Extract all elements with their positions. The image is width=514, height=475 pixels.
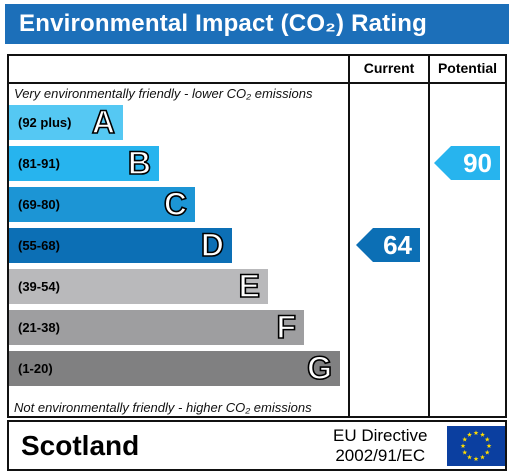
eu-star <box>486 443 492 449</box>
chart-title: Environmental Impact (CO₂) Rating <box>19 10 427 37</box>
band-f: (21-38) F <box>9 308 304 346</box>
eu-directive-line1: EU Directive <box>333 426 428 445</box>
band-range-label: (21-38) <box>18 320 60 335</box>
band-letter: A <box>91 103 116 141</box>
eu-star <box>484 449 490 455</box>
potential-rating-arrow: 90 <box>434 146 500 180</box>
band-d: (55-68) D <box>9 226 232 264</box>
band-range-label: (69-80) <box>18 197 60 212</box>
column-divider-potential <box>428 56 430 416</box>
eu-star <box>480 432 485 437</box>
current-rating-value: 64 <box>383 230 412 260</box>
band-range-label: (1-20) <box>18 361 53 376</box>
band-letter: B <box>127 144 152 182</box>
band-letter: C <box>163 185 188 223</box>
eu-star <box>467 432 472 437</box>
header-divider <box>9 82 505 84</box>
eu-star <box>473 456 479 462</box>
eu-star <box>460 443 466 449</box>
eu-flag-icon <box>447 426 505 466</box>
band-letter: F <box>276 308 297 346</box>
eu-star <box>462 436 468 442</box>
footer: Scotland EU Directive 2002/91/EC <box>7 420 507 471</box>
band-letter: D <box>200 226 225 264</box>
current-column-header: Current <box>363 60 415 76</box>
eu-star <box>467 454 472 460</box>
rating-table: Current Potential <box>7 54 507 418</box>
bottom-note: Not environmentally friendly - higher CO… <box>14 400 312 415</box>
eu-star <box>480 454 485 460</box>
band-range-label: (92 plus) <box>18 115 72 130</box>
current-arrow-shape <box>356 228 420 262</box>
potential-column-header: Potential <box>437 60 498 76</box>
band-range-label: (39-54) <box>18 279 60 294</box>
band-range-label: (81-91) <box>18 156 60 171</box>
band-range-label: (55-68) <box>18 238 60 253</box>
eu-directive-line2: 2002/91/EC <box>335 446 426 465</box>
country-label: Scotland <box>21 430 140 461</box>
eu-star <box>462 449 468 455</box>
band-letter: G <box>306 349 332 387</box>
band-g: (1-20) G <box>9 349 340 387</box>
band-c: (69-80) C <box>9 185 195 223</box>
column-divider-current <box>348 56 350 416</box>
current-arrow-polygon <box>356 228 420 262</box>
eu-directive-label: EU Directive 2002/91/EC <box>333 426 427 466</box>
chart-header: Environmental Impact (CO₂) Rating <box>5 4 509 44</box>
band-letter: E <box>238 267 261 305</box>
potential-arrow-polygon <box>434 146 500 180</box>
current-rating-arrow: 64 <box>356 228 420 262</box>
potential-arrow-shape <box>434 146 500 180</box>
band-a: (92 plus) A <box>9 103 123 141</box>
top-note: Very environmentally friendly - lower CO… <box>14 86 313 101</box>
eu-star <box>484 436 490 442</box>
band-e: (39-54) E <box>9 267 268 305</box>
eu-star <box>473 430 479 436</box>
band-b: (81-91) B <box>9 144 159 182</box>
potential-rating-value: 90 <box>463 148 492 178</box>
